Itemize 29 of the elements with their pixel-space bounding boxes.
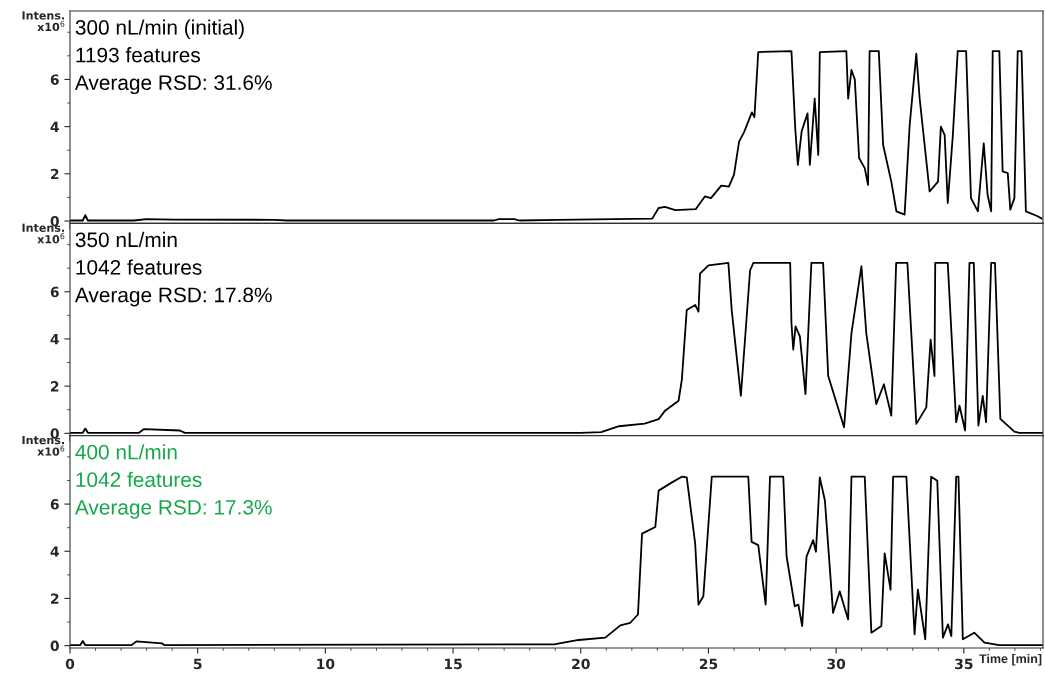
y-tick-label: 6 bbox=[50, 286, 59, 298]
x-tick-label: 30 bbox=[827, 658, 846, 670]
annotation: 1042 features bbox=[76, 259, 202, 275]
y-tick-label: 0 bbox=[50, 640, 59, 652]
x-tick-label: 20 bbox=[572, 658, 590, 670]
annotation: 1193 features bbox=[76, 47, 200, 63]
annotation: Average RSD: 31.6% bbox=[74, 75, 272, 95]
annotation: Average RSD: 17.8% bbox=[74, 287, 272, 307]
y-tick-label: 6 bbox=[50, 499, 59, 510]
x-tick-label: 10 bbox=[317, 658, 335, 670]
y-tick-label: 2 bbox=[51, 168, 59, 180]
y-tick-label: 4 bbox=[50, 334, 59, 345]
x-tick-label: 25 bbox=[699, 658, 718, 670]
y-axis-title: Intens. x10$^{6}$ bbox=[22, 11, 65, 32]
x-tick-label: 0 bbox=[65, 658, 75, 670]
x-tick-label: 5 bbox=[193, 658, 202, 670]
y-tick-label: 4 bbox=[50, 121, 59, 132]
annotation: 300 nL/min (initial) bbox=[75, 19, 244, 39]
y-tick-label: 2 bbox=[51, 593, 59, 604]
y-tick-label: 4 bbox=[50, 546, 59, 557]
y-tick-label: 2 bbox=[51, 381, 59, 392]
annotation: 350 nL/min bbox=[75, 231, 177, 248]
x-tick-label: 35 bbox=[955, 658, 973, 670]
x-axis-title: Time [min] bbox=[979, 653, 1042, 666]
annotation: Average RSD: 17.3% bbox=[74, 499, 272, 519]
y-tick-label: 6 bbox=[50, 74, 59, 85]
x-tick-label: 15 bbox=[444, 658, 462, 670]
annotation: 1042 features bbox=[76, 471, 202, 488]
annotation: 400 nL/min bbox=[75, 444, 177, 460]
